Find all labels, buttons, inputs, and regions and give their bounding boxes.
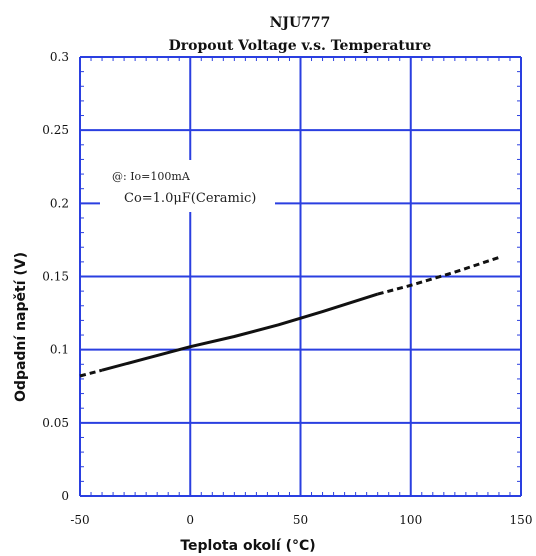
y-tick-label: 0.25 bbox=[42, 123, 69, 137]
series-line-1 bbox=[101, 292, 379, 372]
x-axis-label: Teplota okolí (°C) bbox=[180, 538, 315, 554]
annotation-line-1: @: Io=100mA bbox=[112, 170, 191, 183]
annotation-box: @: Io=100mA Co=1.0μF(Ceramic) bbox=[100, 160, 275, 212]
x-tick-label: 50 bbox=[293, 513, 308, 527]
grid-lines bbox=[79, 56, 522, 497]
annotation-background bbox=[100, 160, 275, 212]
y-tick-label: 0 bbox=[61, 489, 69, 503]
x-tick-label: 0 bbox=[186, 513, 194, 527]
y-tick-label: 0.05 bbox=[42, 416, 69, 430]
x-tick-label: 100 bbox=[399, 513, 422, 527]
series-lines bbox=[79, 256, 500, 378]
x-tick-label: 150 bbox=[510, 513, 533, 527]
series-line-2 bbox=[377, 256, 500, 296]
y-tick-label: 0.1 bbox=[50, 343, 69, 357]
y-tick-label: 0.15 bbox=[42, 270, 69, 284]
y-axis-label: Odpadní napětí (V) bbox=[13, 252, 29, 402]
y-tick-label: 0.3 bbox=[50, 50, 69, 64]
y-tick-label: 0.2 bbox=[50, 196, 69, 210]
x-tick-label: -50 bbox=[70, 513, 89, 527]
chart-title: NJU777 bbox=[270, 15, 331, 31]
chart-subtitle: Dropout Voltage v.s. Temperature bbox=[169, 38, 432, 54]
annotation-line-2: Co=1.0μF(Ceramic) bbox=[124, 191, 256, 206]
series-line-0 bbox=[79, 368, 103, 378]
